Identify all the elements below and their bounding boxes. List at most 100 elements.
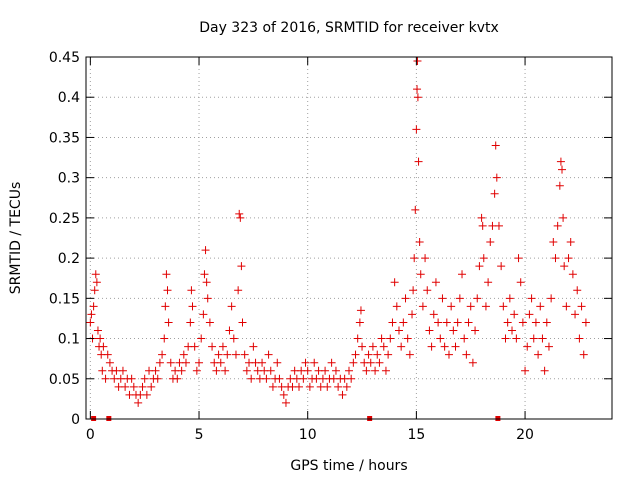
data-point: [449, 326, 458, 335]
data-point: [342, 382, 351, 391]
data-point: [447, 302, 456, 311]
data-point: [477, 213, 486, 222]
data-point: [508, 326, 517, 335]
data-point: [451, 342, 460, 351]
data-point: [581, 318, 590, 327]
axis-ticks: [86, 56, 612, 420]
data-point: [518, 318, 527, 327]
data-point: [231, 350, 240, 359]
data-point: [494, 221, 503, 230]
y-tick-label: 0.05: [49, 372, 80, 388]
data-point: [566, 238, 575, 247]
data-point: [268, 382, 277, 391]
data-point: [163, 286, 172, 295]
data-point: [186, 318, 195, 327]
data-point: [505, 294, 514, 303]
data-point: [521, 366, 530, 375]
data-point: [478, 221, 487, 230]
data-point: [503, 318, 512, 327]
data-point: [214, 350, 223, 359]
data-point: [160, 334, 169, 343]
data-point: [93, 326, 102, 335]
data-point: [481, 302, 490, 311]
data-point: [179, 350, 188, 359]
data-point: [409, 286, 418, 295]
data-point: [434, 318, 443, 327]
data-point: [91, 270, 100, 279]
data-point: [242, 366, 251, 375]
data-point: [258, 358, 267, 367]
data-point: [327, 358, 336, 367]
data-point: [479, 254, 488, 263]
data-point: [464, 318, 473, 327]
x-tick-label: 10: [299, 427, 317, 443]
data-point: [187, 286, 196, 295]
data-point: [575, 334, 584, 343]
data-point: [87, 310, 96, 319]
data-point: [98, 366, 107, 375]
data-point: [266, 366, 275, 375]
data-point: [466, 302, 475, 311]
grid-lines: [86, 56, 612, 420]
data-point: [536, 302, 545, 311]
data-point: [579, 350, 588, 359]
data-point: [358, 342, 367, 351]
data-point: [427, 342, 436, 351]
data-point: [195, 358, 204, 367]
data-point: [201, 246, 210, 255]
data-point: [538, 334, 547, 343]
data-point: [381, 366, 390, 375]
data-point: [353, 334, 362, 343]
data-point: [305, 382, 314, 391]
data-point: [236, 213, 245, 222]
plot-frame: [85, 56, 613, 420]
x-tick-label: 0: [86, 427, 95, 443]
data-point: [264, 350, 273, 359]
data-point: [362, 366, 371, 375]
data-point: [212, 366, 221, 375]
data-point: [235, 209, 244, 218]
data-point: [375, 358, 384, 367]
data-point: [345, 366, 353, 375]
data-point: [216, 358, 225, 367]
data-point: [421, 254, 430, 263]
data-point: [199, 310, 208, 319]
data-point: [401, 294, 410, 303]
data-point: [221, 366, 230, 375]
data-point: [373, 350, 382, 359]
data-point: [540, 366, 549, 375]
data-point: [202, 278, 211, 287]
data-point: [299, 374, 308, 383]
data-point: [208, 342, 217, 351]
data-point: [553, 221, 562, 230]
data-point: [425, 326, 434, 335]
data-point: [334, 382, 343, 391]
data-point: [444, 350, 453, 359]
data-point: [475, 262, 484, 271]
y-tick-label: 0.45: [49, 50, 80, 66]
data-point: [273, 358, 282, 367]
data-point: [301, 358, 310, 367]
data-point: [101, 374, 110, 383]
data-point: [411, 205, 420, 214]
data-point: [347, 374, 356, 383]
data-point: [151, 366, 160, 375]
data-point: [338, 390, 347, 399]
chart-title: Day 323 of 2016, SRMTID for receiver kvt…: [199, 20, 499, 36]
data-point: [140, 374, 149, 383]
data-point: [227, 302, 236, 311]
data-point: [105, 358, 114, 367]
x-tick-labels: 0 5 10 15 20: [86, 427, 534, 443]
x-tick-label: 5: [195, 427, 204, 443]
data-point: [412, 125, 421, 134]
data-point: [423, 286, 432, 295]
y-tick-labels: 0 0.05 0.1 0.15 0.2 0.25 0.3 0.35 0.4 0.45: [49, 50, 80, 428]
x-axis-label: GPS time / hours: [290, 458, 407, 474]
data-point: [355, 318, 364, 327]
data-point: [492, 173, 501, 182]
data-point: [394, 326, 403, 335]
data-point: [356, 306, 365, 315]
data-point: [573, 286, 582, 295]
x-tick-label: 15: [407, 427, 425, 443]
data-point: [155, 358, 164, 367]
